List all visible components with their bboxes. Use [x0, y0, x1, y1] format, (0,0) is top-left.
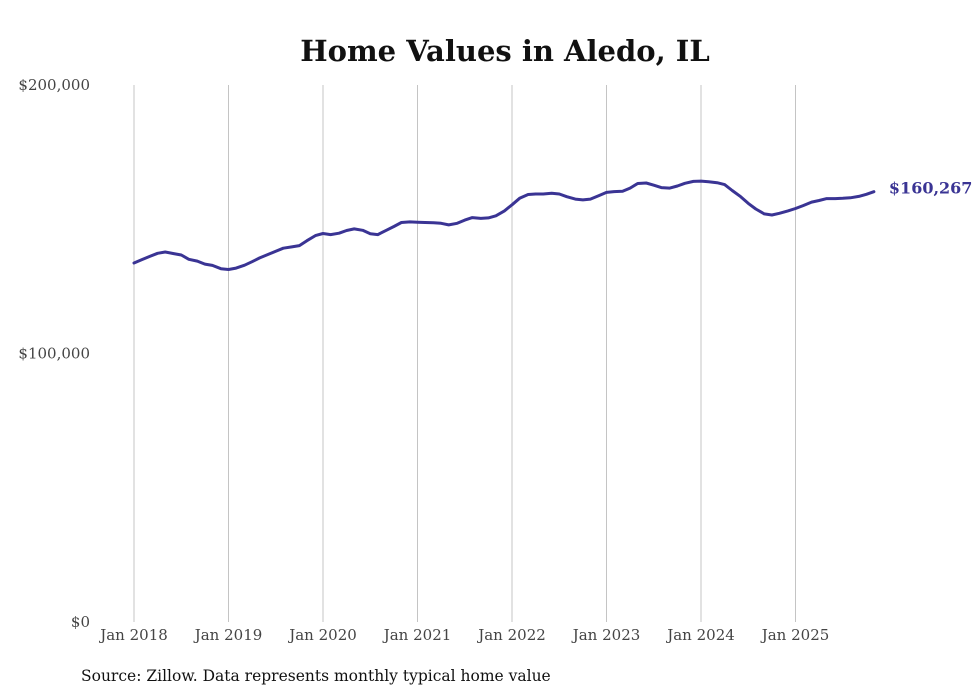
- vertical-gridlines: [133, 85, 796, 622]
- series-layer: $160,267: [132, 179, 973, 271]
- x-tick-label-2024: Jan 2024: [665, 626, 735, 644]
- y-tick-label-100000: $100,000: [18, 345, 90, 363]
- series-line-home-value: [132, 179, 876, 271]
- x-tick-label-2025: Jan 2025: [760, 626, 830, 644]
- x-tick-label-2022: Jan 2022: [476, 626, 546, 644]
- source-note: Source: Zillow. Data represents monthly …: [81, 667, 551, 685]
- y-tick-label-0: $0: [71, 613, 90, 631]
- end-value-label: $160,267: [889, 179, 973, 198]
- x-tick-label-2020: Jan 2020: [287, 626, 357, 644]
- x-tick-label-2023: Jan 2023: [571, 626, 641, 644]
- x-tick-label-2021: Jan 2021: [382, 626, 452, 644]
- x-tick-label-2018: Jan 2018: [98, 626, 168, 644]
- x-tick-label-2019: Jan 2019: [193, 626, 263, 644]
- x-axis-ticks: Jan 2018 Jan 2019 Jan 2020 Jan 2021 Jan 2022…: [98, 626, 829, 644]
- y-tick-label-200000: $200,000: [18, 76, 90, 94]
- y-axis-ticks: $0 $100,000 $200,000: [18, 76, 90, 631]
- chart-title: Home Values in Aledo, IL: [300, 34, 710, 68]
